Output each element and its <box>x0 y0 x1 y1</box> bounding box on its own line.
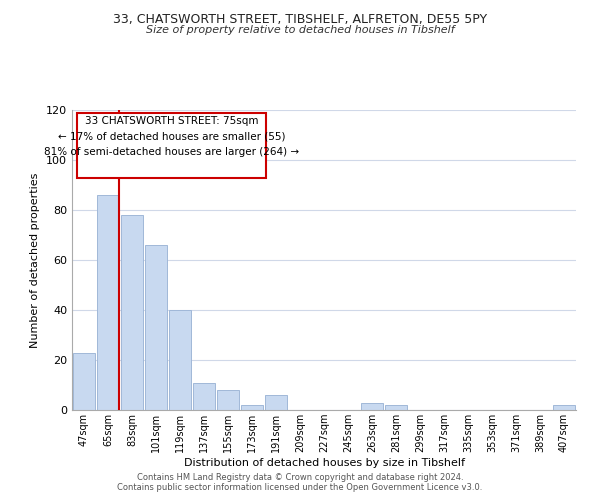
Text: Contains HM Land Registry data © Crown copyright and database right 2024.: Contains HM Land Registry data © Crown c… <box>137 474 463 482</box>
Bar <box>121 215 143 410</box>
Bar <box>217 390 239 410</box>
Bar <box>193 382 215 410</box>
Bar <box>169 310 191 410</box>
Bar <box>73 352 95 410</box>
Bar <box>241 405 263 410</box>
Bar <box>265 395 287 410</box>
FancyBboxPatch shape <box>77 113 266 178</box>
Text: 33 CHATSWORTH STREET: 75sqm
← 17% of detached houses are smaller (55)
81% of sem: 33 CHATSWORTH STREET: 75sqm ← 17% of det… <box>44 116 299 157</box>
Text: Contains public sector information licensed under the Open Government Licence v3: Contains public sector information licen… <box>118 484 482 492</box>
Bar <box>361 402 383 410</box>
Text: 33, CHATSWORTH STREET, TIBSHELF, ALFRETON, DE55 5PY: 33, CHATSWORTH STREET, TIBSHELF, ALFRETO… <box>113 12 487 26</box>
Bar <box>553 405 575 410</box>
Bar <box>145 245 167 410</box>
Bar <box>385 405 407 410</box>
Text: Size of property relative to detached houses in Tibshelf: Size of property relative to detached ho… <box>146 25 454 35</box>
X-axis label: Distribution of detached houses by size in Tibshelf: Distribution of detached houses by size … <box>184 458 464 468</box>
Y-axis label: Number of detached properties: Number of detached properties <box>31 172 40 348</box>
Bar <box>97 195 119 410</box>
